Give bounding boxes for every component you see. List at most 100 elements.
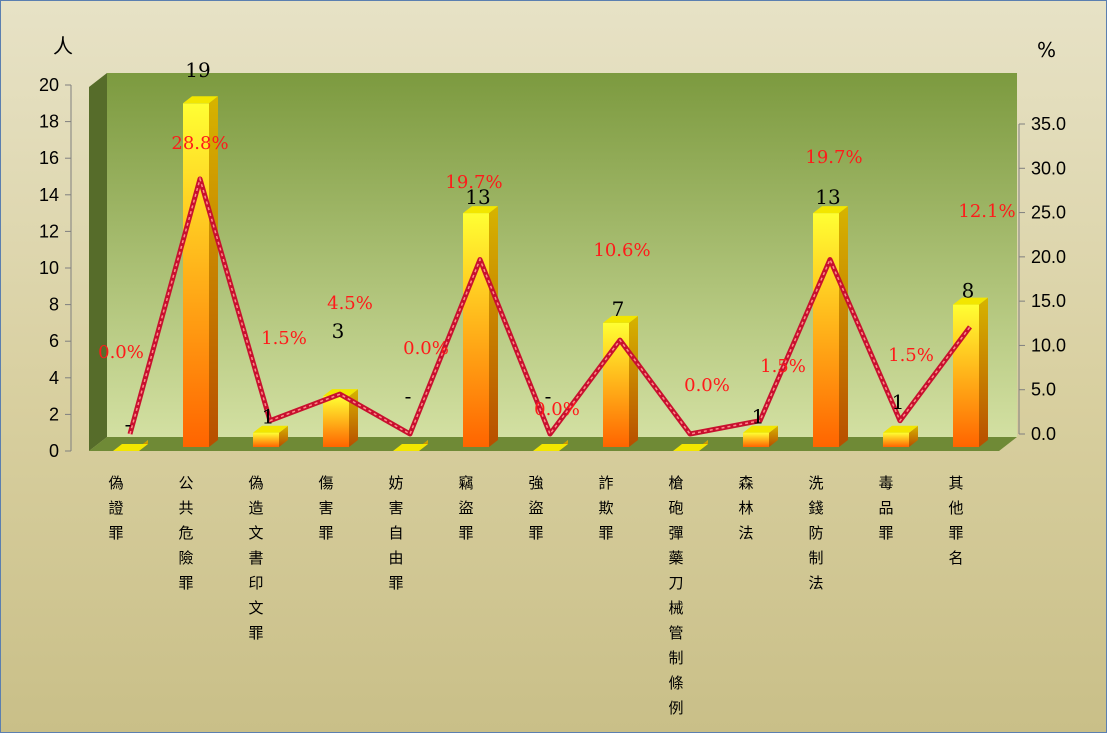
category-label-char: 例 [668, 699, 683, 717]
bar [743, 432, 769, 447]
percent-label: 10.6% [593, 240, 650, 261]
category-labels: 偽證罪公共危險罪偽造文書印文罪傷害罪妨害自由罪竊盜罪強盜罪詐欺罪槍砲彈藥刀械管制… [108, 474, 963, 717]
category-label-char: 罪 [528, 524, 543, 542]
category-label-char: 毒 [878, 474, 893, 492]
left-tick-label: 18 [39, 112, 59, 132]
bar-side [769, 425, 778, 447]
category-label-char: 藥 [668, 549, 683, 567]
category-label-char: 傷 [318, 474, 333, 492]
bar-top [883, 425, 918, 433]
bar-top [673, 444, 708, 451]
bar-top [253, 425, 288, 433]
bar-top [113, 444, 148, 451]
category-label-char: 制 [668, 649, 683, 667]
bar-side [279, 425, 288, 447]
bar-top [953, 297, 988, 305]
category-label-char: 詐 [598, 474, 613, 492]
percent-label: 19.7% [445, 172, 502, 193]
category-label-char: 偽 [108, 474, 123, 492]
category-label-char: 害 [318, 499, 333, 517]
bar [813, 213, 839, 447]
category-label-char: 罪 [388, 574, 403, 592]
category-label-char: 盜 [458, 499, 473, 517]
category-label-char: 罪 [458, 524, 473, 542]
category-label-char: 他 [948, 499, 963, 517]
category-label-char: 文 [248, 599, 263, 617]
category-label-char: 危 [178, 524, 193, 542]
right-tick-label: 15.0 [1031, 291, 1066, 311]
category-label-char: 錢 [808, 499, 823, 517]
bar-side [209, 96, 218, 448]
bar-top [183, 96, 218, 104]
bar-side [979, 297, 988, 447]
percent-label: 0.0% [534, 399, 580, 420]
category-label-char: 欺 [598, 499, 613, 517]
category-label-char: 洗 [808, 474, 823, 492]
bar [463, 213, 489, 447]
percent-label: 19.7% [805, 147, 862, 168]
category-label-char: 名 [948, 549, 963, 567]
right-tick-label: 35.0 [1031, 114, 1066, 134]
percent-label: 1.5% [760, 356, 806, 377]
bar-side [839, 206, 848, 447]
count-label: 1 [262, 405, 275, 429]
category-label-char: 彈 [668, 524, 683, 542]
percent-label: 12.1% [958, 201, 1015, 222]
bar-top [813, 206, 848, 214]
category-label-char: 法 [808, 574, 823, 592]
bar-top [743, 425, 778, 433]
percent-line [127, 176, 973, 437]
count-label: 19 [185, 58, 210, 82]
percent-label: 1.5% [261, 328, 307, 349]
category-label-char: 盜 [528, 499, 543, 517]
category-label-char: 砲 [668, 499, 683, 517]
category-label-char: 森 [738, 474, 753, 492]
left-tick-label: 14 [39, 185, 59, 205]
category-label-char: 印 [248, 574, 263, 592]
bar-top [533, 444, 568, 451]
count-label: - [125, 412, 132, 436]
percent-label: 1.5% [888, 345, 934, 366]
category-label-char: 罪 [318, 524, 333, 542]
category-label-char: 罪 [948, 524, 963, 542]
right-tick-label: 0.0 [1031, 424, 1056, 444]
left-tick-label: 8 [49, 295, 59, 315]
right-axis-unit: % [1037, 38, 1056, 62]
category-label-char: 自 [388, 524, 403, 542]
bar-side [909, 425, 918, 447]
right-tick-label: 5.0 [1031, 380, 1056, 400]
bar [253, 432, 279, 447]
left-tick-label: 16 [39, 148, 59, 168]
back-wall [107, 73, 1017, 437]
bar [183, 103, 209, 448]
count-label: - [545, 384, 552, 408]
category-label-char: 罪 [108, 524, 123, 542]
count-label: 7 [612, 297, 625, 321]
plot-wall [89, 73, 1017, 451]
percent-label: 28.8% [171, 133, 228, 154]
data-labels: -1913-13-7113180.0%28.8%1.5%4.5%0.0%19.7… [98, 58, 1015, 436]
category-label-char: 條 [668, 674, 683, 692]
category-label-char: 公 [178, 474, 193, 492]
category-label-char: 林 [738, 499, 753, 517]
bar [953, 304, 979, 447]
category-label-char: 械 [668, 599, 683, 617]
category-label-char: 險 [178, 549, 193, 567]
category-label-char: 管 [668, 624, 683, 642]
category-label-char: 竊 [458, 474, 473, 492]
category-label-char: 文 [248, 524, 263, 542]
count-label: 13 [465, 185, 490, 209]
side-wall [89, 73, 107, 451]
category-label-char: 偽 [248, 474, 263, 492]
count-label: - [405, 384, 412, 408]
left-tick-label: 10 [39, 258, 59, 278]
percent-label: 0.0% [98, 342, 144, 363]
category-label-char: 槍 [668, 474, 683, 492]
bar-side [629, 315, 638, 447]
category-label-char: 罪 [178, 574, 193, 592]
left-tick-label: 2 [49, 404, 59, 424]
left-tick-label: 0 [49, 441, 59, 461]
category-label-char: 法 [738, 524, 753, 542]
category-label-char: 共 [178, 499, 193, 517]
